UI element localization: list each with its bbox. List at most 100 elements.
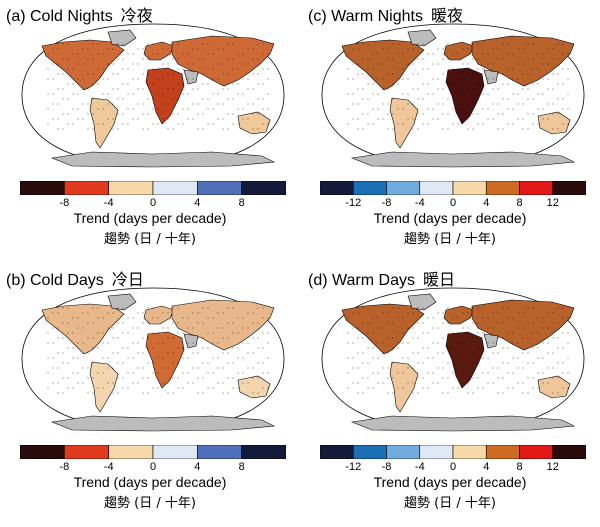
colorbar-tick-label: -4 bbox=[103, 461, 114, 473]
panel-title-text: (c) Warm Nights bbox=[308, 8, 423, 25]
colorbar-tick-label: -8 bbox=[59, 461, 70, 473]
colorbar-segment bbox=[152, 445, 198, 459]
colorbar-segment bbox=[197, 181, 242, 195]
colorbar-ticks: -12 -8 -4 0 4 8 12 bbox=[320, 197, 586, 211]
colorbar-tick-label: -12 bbox=[345, 461, 362, 473]
landmass-greenland bbox=[107, 293, 137, 311]
landmass-australia bbox=[537, 111, 571, 135]
colorbar-segment bbox=[352, 181, 387, 195]
colorbar-tick-label: 8 bbox=[238, 197, 245, 209]
landmass-greenland bbox=[407, 293, 437, 311]
colorbar-tick-label: -4 bbox=[414, 461, 425, 473]
panel-warm-days: (d) Warm Days 暖日 -12 -8 -4 0 4 8 12 Trend (days… bbox=[300, 264, 600, 527]
landmass-asia bbox=[171, 35, 275, 87]
panel-title-text: (b) Cold Days bbox=[6, 272, 104, 289]
world-map bbox=[321, 287, 585, 432]
colorbar bbox=[320, 181, 586, 195]
world-map bbox=[21, 23, 285, 168]
landmass-south-america bbox=[389, 97, 419, 149]
colorbar-label-cn: 趨勢 (日 / 十年) bbox=[404, 232, 496, 247]
colorbar-ticks: -12 -8 -4 0 4 8 12 bbox=[320, 461, 586, 475]
colorbar-label-cn: 趨勢 (日 / 十年) bbox=[404, 496, 496, 511]
panel-title-text: (a) Cold Nights bbox=[6, 8, 113, 25]
colorbar bbox=[20, 181, 286, 195]
panel-cold-days: (b) Cold Days 冷日 -8 -4 0 4 8 Trend (days per … bbox=[0, 264, 300, 527]
colorbar-tick-label: 8 bbox=[516, 461, 523, 473]
landmass-europe bbox=[143, 41, 175, 61]
landmass-north-america bbox=[341, 39, 425, 91]
colorbar-ticks: -8 -4 0 4 8 bbox=[20, 461, 286, 475]
landmass-europe bbox=[443, 41, 475, 61]
colorbar-label: Trend (days per decade) bbox=[373, 210, 527, 226]
colorbar-segment bbox=[241, 445, 286, 459]
significance-dots bbox=[47, 43, 269, 130]
colorbar-tick-label: 0 bbox=[449, 197, 457, 209]
colorbar-tick-label: -4 bbox=[103, 197, 114, 209]
landmass-australia bbox=[237, 111, 271, 135]
colorbar-tick-label: -8 bbox=[381, 197, 392, 209]
colorbar-label-cn: 趨勢 (日 / 十年) bbox=[104, 232, 196, 247]
landmass-africa bbox=[445, 67, 485, 125]
colorbar-segment bbox=[64, 181, 109, 195]
landmass-antarctica bbox=[350, 415, 576, 432]
colorbar-tick-label: 8 bbox=[516, 197, 523, 209]
significance-dots bbox=[347, 43, 569, 130]
colorbar-segment bbox=[519, 181, 554, 195]
colorbar-segment bbox=[452, 181, 487, 195]
colorbar-segment bbox=[320, 445, 354, 459]
colorbar-tick-label: -8 bbox=[59, 197, 70, 209]
colorbar-tick-label: -4 bbox=[414, 197, 425, 209]
landmass-arabia bbox=[183, 333, 199, 349]
world-map bbox=[321, 23, 585, 168]
colorbar-segment bbox=[386, 181, 421, 195]
landmass-asia bbox=[471, 35, 575, 87]
colorbar-label-cn: 趨勢 (日 / 十年) bbox=[104, 496, 196, 511]
colorbar-segment bbox=[552, 445, 586, 459]
panel-cold-nights: (a) Cold Nights 冷夜 -8 -4 0 4 8 Trend (days pe… bbox=[0, 0, 300, 263]
landmass-australia bbox=[537, 375, 571, 399]
panel-title-cn: 冷夜 bbox=[120, 6, 153, 25]
panel-title: (a) Cold Nights 冷夜 bbox=[6, 2, 153, 26]
colorbar-segment bbox=[452, 445, 487, 459]
colorbar-tick-label: 4 bbox=[194, 461, 201, 473]
colorbar-segment bbox=[386, 445, 421, 459]
landmass-africa bbox=[445, 331, 485, 389]
significance-dots bbox=[347, 307, 569, 394]
landmass-europe bbox=[443, 305, 475, 325]
colorbar-segment bbox=[20, 181, 65, 195]
colorbar-segment bbox=[152, 181, 198, 195]
colorbar-segment bbox=[419, 181, 454, 195]
colorbar-tick-label: 12 bbox=[546, 197, 559, 209]
colorbar-tick-label: 0 bbox=[449, 461, 457, 473]
colorbar-segment bbox=[241, 181, 286, 195]
significance-dots bbox=[47, 307, 269, 394]
landmass-greenland bbox=[407, 29, 437, 47]
colorbar-tick-label: 4 bbox=[483, 461, 490, 473]
colorbar-segment bbox=[485, 445, 520, 459]
colorbar-tick-label: 12 bbox=[546, 461, 559, 473]
landmass-arabia bbox=[483, 333, 499, 349]
landmass-south-america bbox=[89, 97, 119, 149]
colorbar-tick-label: 0 bbox=[149, 461, 157, 473]
colorbar-segment bbox=[197, 445, 242, 459]
panel-title: (c) Warm Nights 暖夜 bbox=[308, 2, 463, 26]
panel-title: (d) Warm Days 暖日 bbox=[308, 266, 455, 290]
colorbar-segment bbox=[519, 445, 554, 459]
landmass-africa bbox=[145, 331, 185, 389]
colorbar-segment bbox=[419, 445, 454, 459]
colorbar-ticks: -8 -4 0 4 8 bbox=[20, 197, 286, 211]
colorbar bbox=[320, 445, 586, 459]
landmass-europe bbox=[143, 305, 175, 325]
colorbar-tick-label: 4 bbox=[483, 197, 490, 209]
panel-title-cn: 冷日 bbox=[111, 270, 144, 289]
colorbar-segment bbox=[108, 445, 154, 459]
colorbar-segment bbox=[64, 445, 109, 459]
landmass-antarctica bbox=[50, 151, 276, 168]
landmass-arabia bbox=[483, 69, 499, 85]
panel-title: (b) Cold Days 冷日 bbox=[6, 266, 144, 290]
colorbar-segment bbox=[20, 445, 65, 459]
colorbar-tick-label: -8 bbox=[381, 461, 392, 473]
landmass-asia bbox=[471, 299, 575, 351]
colorbar-tick-label: -12 bbox=[345, 197, 362, 209]
landmass-north-america bbox=[341, 303, 425, 355]
